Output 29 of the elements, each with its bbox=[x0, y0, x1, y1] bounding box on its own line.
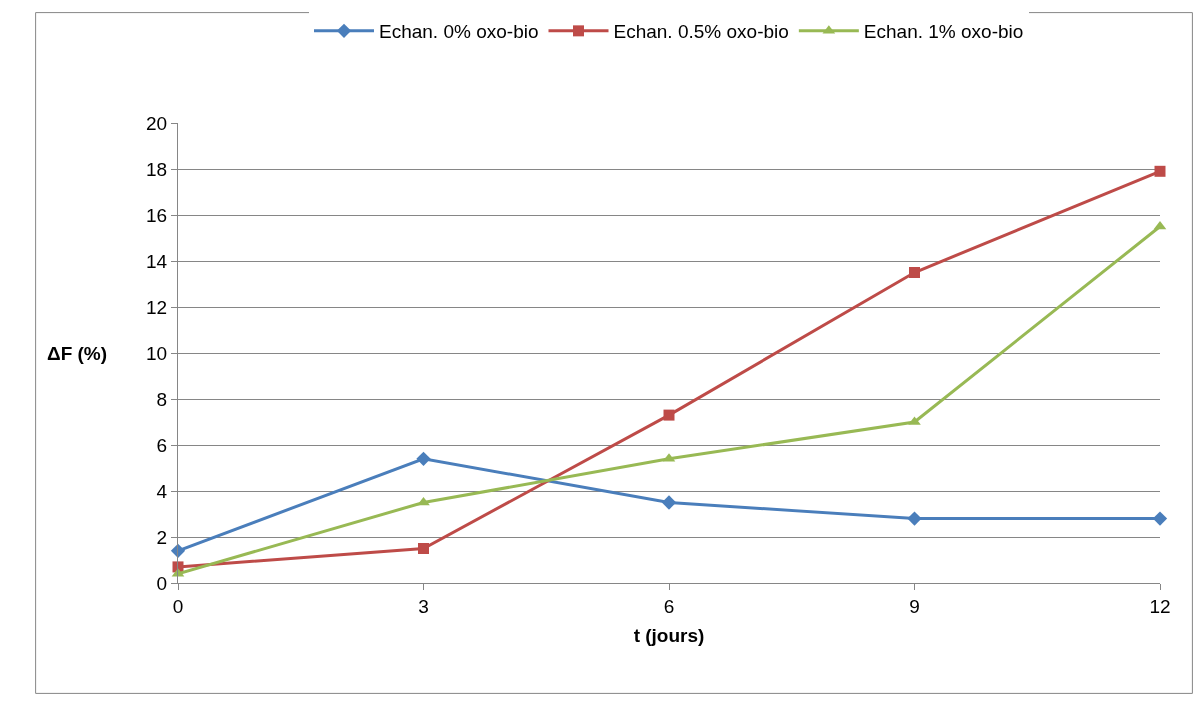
x-tick-label: 6 bbox=[663, 595, 675, 617]
point bbox=[1154, 165, 1166, 177]
y-tick-label: 8 bbox=[156, 388, 168, 410]
y-tick-label: 0 bbox=[156, 572, 168, 594]
x-tick-label: 0 bbox=[172, 595, 184, 617]
point bbox=[1152, 511, 1168, 526]
y-tick-label: 6 bbox=[156, 434, 168, 456]
legend-label: Echan. 0% oxo-bio bbox=[379, 21, 539, 43]
x-axis-title: t (jours) bbox=[633, 624, 705, 646]
legend-label: Echan. 0.5% oxo-bio bbox=[613, 21, 789, 43]
y-tick-label: 20 bbox=[146, 112, 168, 134]
y-tick-label: 2 bbox=[156, 526, 168, 548]
legend-label: Echan. 1% oxo-bio bbox=[863, 21, 1024, 43]
x-tick-label: 9 bbox=[909, 595, 920, 617]
point bbox=[416, 451, 431, 466]
point bbox=[909, 267, 920, 278]
y-tick-label: 18 bbox=[146, 158, 168, 180]
y-tick-label: 4 bbox=[156, 480, 168, 502]
y-tick-label: 14 bbox=[146, 250, 168, 272]
point bbox=[418, 543, 429, 554]
y-tick-label: 16 bbox=[146, 204, 168, 226]
x-tick-label: 3 bbox=[418, 595, 429, 617]
y-axis-title: ΔF (%) bbox=[47, 343, 108, 364]
x-tick-label: 12 bbox=[1149, 595, 1171, 617]
y-tick-label: 10 bbox=[146, 342, 168, 364]
point bbox=[907, 511, 922, 526]
y-tick-label: 12 bbox=[146, 296, 168, 318]
point bbox=[663, 409, 675, 421]
point bbox=[661, 495, 677, 510]
